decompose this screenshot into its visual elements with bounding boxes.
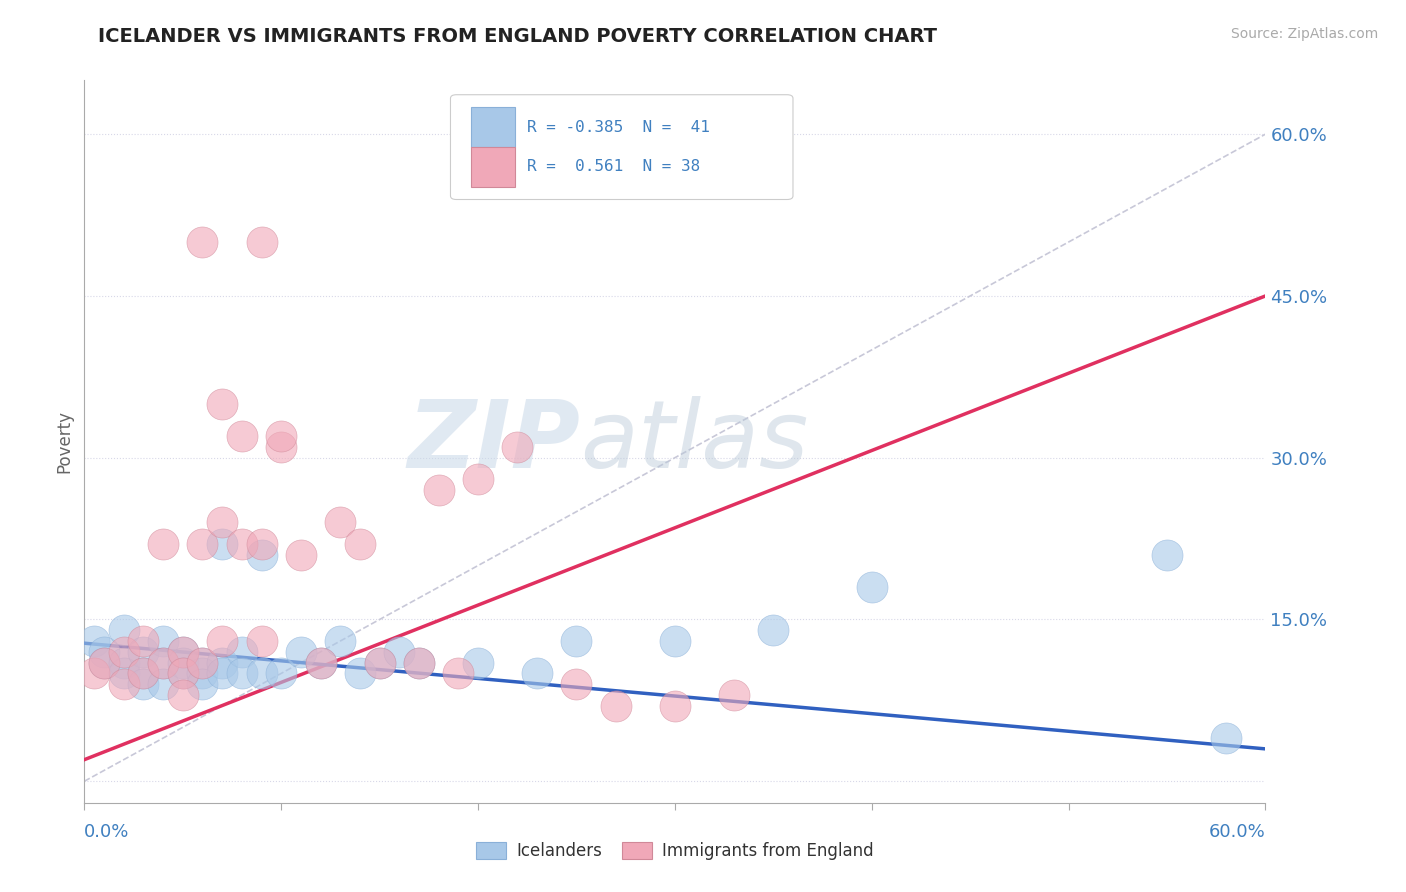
Point bbox=[349, 666, 371, 681]
Text: ZIP: ZIP bbox=[408, 395, 581, 488]
Point bbox=[83, 634, 105, 648]
Point bbox=[467, 472, 489, 486]
Text: R = -0.385  N =  41: R = -0.385 N = 41 bbox=[527, 120, 710, 135]
Point bbox=[231, 537, 253, 551]
Point bbox=[290, 645, 312, 659]
Text: R =  0.561  N = 38: R = 0.561 N = 38 bbox=[527, 160, 700, 175]
Point bbox=[1215, 731, 1237, 745]
Point bbox=[250, 537, 273, 551]
Point bbox=[132, 666, 155, 681]
Point bbox=[191, 677, 214, 691]
Text: atlas: atlas bbox=[581, 396, 808, 487]
Point bbox=[408, 656, 430, 670]
Point bbox=[329, 634, 352, 648]
Point bbox=[132, 666, 155, 681]
Point bbox=[447, 666, 470, 681]
Point bbox=[231, 429, 253, 443]
Point bbox=[172, 656, 194, 670]
Point bbox=[368, 656, 391, 670]
Point bbox=[762, 624, 785, 638]
Point bbox=[112, 624, 135, 638]
Point bbox=[93, 656, 115, 670]
FancyBboxPatch shape bbox=[471, 147, 516, 186]
Point bbox=[270, 440, 292, 454]
Point bbox=[329, 516, 352, 530]
Point bbox=[565, 677, 588, 691]
Point bbox=[152, 537, 174, 551]
Point bbox=[172, 666, 194, 681]
Point bbox=[270, 429, 292, 443]
Point bbox=[506, 440, 529, 454]
Point bbox=[132, 634, 155, 648]
Point bbox=[211, 397, 233, 411]
Point bbox=[93, 656, 115, 670]
Point bbox=[172, 666, 194, 681]
Point bbox=[250, 548, 273, 562]
Point bbox=[565, 634, 588, 648]
Point bbox=[132, 645, 155, 659]
Point bbox=[309, 656, 332, 670]
Point bbox=[664, 698, 686, 713]
Point bbox=[368, 656, 391, 670]
Point bbox=[231, 666, 253, 681]
Point bbox=[388, 645, 411, 659]
Point bbox=[526, 666, 548, 681]
Point bbox=[152, 634, 174, 648]
Point bbox=[93, 645, 115, 659]
Point bbox=[349, 537, 371, 551]
Point bbox=[290, 548, 312, 562]
Point bbox=[191, 656, 214, 670]
Legend: Icelanders, Immigrants from England: Icelanders, Immigrants from England bbox=[470, 835, 880, 867]
Point bbox=[152, 677, 174, 691]
Point bbox=[112, 677, 135, 691]
Point bbox=[83, 666, 105, 681]
Point bbox=[309, 656, 332, 670]
Point bbox=[191, 537, 214, 551]
Point bbox=[664, 634, 686, 648]
Point bbox=[408, 656, 430, 670]
Point bbox=[427, 483, 450, 497]
Point bbox=[1156, 548, 1178, 562]
Text: 0.0%: 0.0% bbox=[84, 823, 129, 841]
Point bbox=[191, 656, 214, 670]
Point bbox=[605, 698, 627, 713]
Point bbox=[172, 645, 194, 659]
FancyBboxPatch shape bbox=[471, 107, 516, 147]
Point bbox=[211, 656, 233, 670]
Point bbox=[467, 656, 489, 670]
Point bbox=[250, 666, 273, 681]
FancyBboxPatch shape bbox=[450, 95, 793, 200]
Point bbox=[152, 656, 174, 670]
Point bbox=[112, 656, 135, 670]
Text: 60.0%: 60.0% bbox=[1209, 823, 1265, 841]
Text: Source: ZipAtlas.com: Source: ZipAtlas.com bbox=[1230, 27, 1378, 41]
Point bbox=[172, 688, 194, 702]
Point bbox=[132, 677, 155, 691]
Point bbox=[172, 645, 194, 659]
Point bbox=[231, 645, 253, 659]
Point bbox=[112, 645, 135, 659]
Y-axis label: Poverty: Poverty bbox=[55, 410, 73, 473]
Point bbox=[211, 666, 233, 681]
Point bbox=[250, 235, 273, 249]
Point bbox=[211, 516, 233, 530]
Point bbox=[860, 580, 883, 594]
Point bbox=[211, 634, 233, 648]
Point bbox=[152, 656, 174, 670]
Text: ICELANDER VS IMMIGRANTS FROM ENGLAND POVERTY CORRELATION CHART: ICELANDER VS IMMIGRANTS FROM ENGLAND POV… bbox=[98, 27, 938, 45]
Point bbox=[191, 235, 214, 249]
Point bbox=[211, 537, 233, 551]
Point bbox=[270, 666, 292, 681]
Point bbox=[250, 634, 273, 648]
Point bbox=[723, 688, 745, 702]
Point bbox=[112, 666, 135, 681]
Point bbox=[191, 666, 214, 681]
